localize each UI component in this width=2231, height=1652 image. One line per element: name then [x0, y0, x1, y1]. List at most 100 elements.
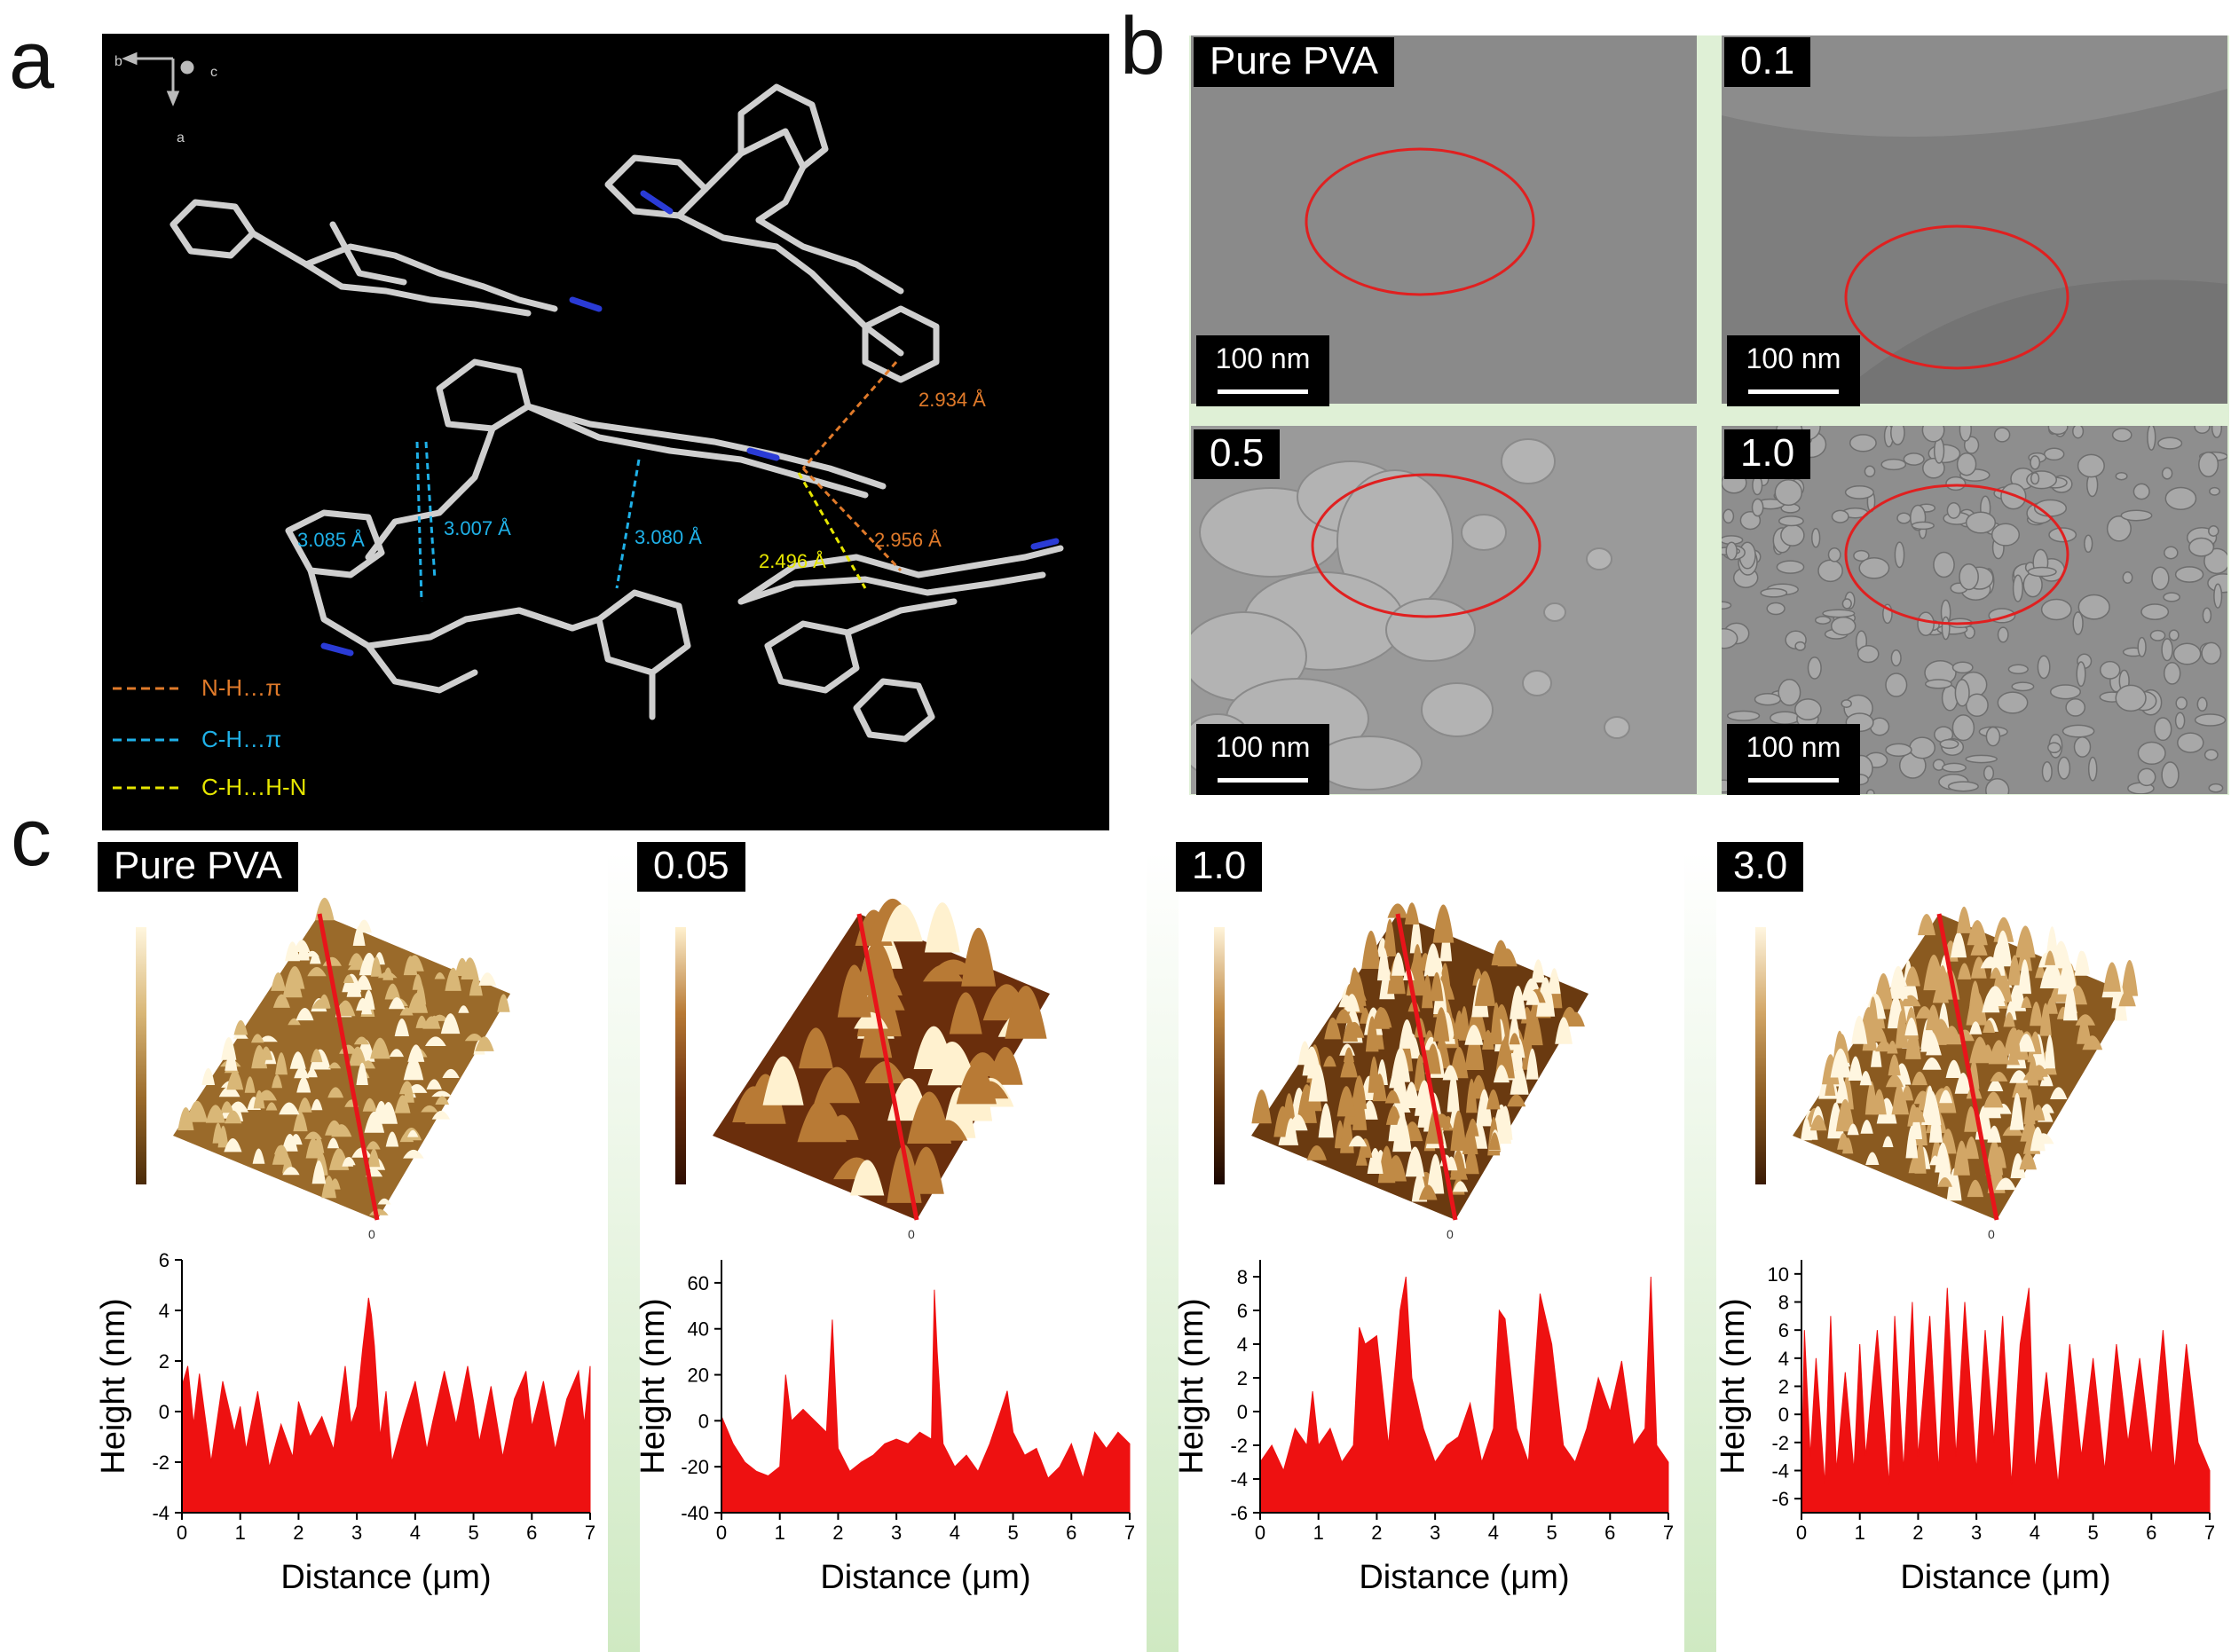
afm-peak: [1990, 1072, 2008, 1082]
droplet: [1885, 673, 1908, 697]
afm-peak: [265, 1102, 278, 1111]
droplet: [1853, 549, 1870, 562]
afm-peak: [1308, 1064, 1328, 1102]
afm-peak: [924, 902, 960, 953]
droplet: [1965, 693, 1989, 718]
afm-peak: [2057, 959, 2077, 995]
afm-peak: [2010, 1152, 2026, 1178]
afm-peak: [1318, 1103, 1334, 1138]
droplet: [1954, 679, 1970, 707]
afm-peak: [306, 1068, 318, 1078]
droplet: [1774, 479, 1803, 507]
droplet: [1794, 698, 1822, 721]
droplet: [1739, 510, 1762, 531]
crystal-structure-figure: b c a: [102, 34, 1109, 830]
afm-peak: [1872, 1089, 1887, 1115]
x-tick-label: 3: [1430, 1522, 1440, 1544]
axis-triad-icon: [122, 51, 194, 106]
profile-line: [856, 913, 919, 1221]
droplet: [2196, 696, 2208, 712]
nitrogen-atoms: [320, 190, 1060, 657]
afm-peak: [382, 967, 394, 980]
afm-peak: [426, 1079, 442, 1090]
afm-peak: [225, 1110, 242, 1124]
x-axis-label: Distance (μm): [280, 1559, 491, 1596]
droplet: [1942, 762, 1967, 773]
axis-c-label: c: [210, 65, 217, 80]
droplet: [1909, 736, 1936, 759]
distance-label: 2.934 Å: [918, 389, 986, 411]
afm-peak: [296, 1076, 311, 1093]
afm-peak: [367, 1148, 381, 1168]
afm-peak: [2102, 962, 2121, 992]
x-tick-label: 4: [950, 1522, 960, 1544]
y-tick-label: -6: [1771, 1488, 1789, 1510]
droplet: [1811, 527, 1821, 548]
droplet: [2087, 756, 2098, 782]
afm-peak: [1964, 1137, 1979, 1160]
afm-peak: [370, 1037, 390, 1059]
x-tick-label: 3: [351, 1522, 362, 1544]
droplet: [2030, 455, 2041, 470]
afm-peak: [1918, 914, 1935, 936]
afm-peak: [1987, 1125, 2002, 1143]
droplet: [2099, 660, 2121, 680]
svg-text:0: 0: [368, 1227, 375, 1241]
x-tick-label: 0: [1796, 1522, 1807, 1544]
afm-peak: [1409, 916, 1423, 954]
afm-peak: [1945, 1059, 1962, 1078]
profile-line: [1395, 913, 1458, 1221]
droplet: [2137, 741, 2166, 766]
y-axis-label: Height (nm): [1715, 1298, 1752, 1475]
afm-peak: [1525, 990, 1541, 1005]
droplet: [1921, 426, 1945, 443]
afm-peak: [1921, 1090, 1942, 1125]
afm-peak: [949, 992, 982, 1034]
droplet: [1885, 743, 1912, 757]
droplet: [2174, 712, 2186, 730]
afm-peak: [1935, 1142, 1951, 1173]
afm-peak: [1520, 1007, 1533, 1024]
afm-peak: [1418, 1184, 1438, 1200]
droplet: [1959, 426, 1972, 442]
afm-sample-tag: 0.05: [637, 842, 745, 893]
afm-peak: [282, 1167, 300, 1176]
distance-label: 2.496 Å: [759, 550, 826, 572]
afm-peak: [2051, 940, 2071, 969]
y-tick-label: 60: [688, 1272, 709, 1294]
droplet: [2072, 426, 2085, 439]
afm-peak: [403, 1057, 424, 1081]
afm-peak: [2019, 1152, 2037, 1170]
afm-peak: [227, 1101, 248, 1113]
droplet: [1817, 559, 1843, 583]
afm-peak: [1509, 1033, 1520, 1045]
afm-peak: [1848, 1056, 1863, 1081]
afm-peak: [464, 1033, 485, 1042]
afm-peak: [1942, 1026, 1962, 1045]
afm-peak: [1837, 1133, 1850, 1150]
afm-peak: [356, 997, 370, 1011]
droplet: [2120, 509, 2153, 522]
droplet: [2177, 732, 2204, 753]
afm-peak: [797, 1098, 847, 1143]
tem-tag: 0.5: [1194, 429, 1281, 480]
y-tick-label: 0: [1778, 1404, 1789, 1426]
droplet: [2203, 547, 2227, 575]
afm-peak: [407, 1129, 419, 1137]
molecular-structure-svg: b c a: [113, 51, 1064, 800]
afm-peak: [366, 1141, 381, 1150]
afm-peak: [1895, 1032, 1909, 1049]
afm-peak: [1491, 940, 1510, 966]
y-tick-label: 2: [1778, 1376, 1789, 1398]
distance-label: 2.956 Å: [874, 529, 942, 551]
droplet: [1780, 523, 1805, 547]
x-tick-label: 4: [1488, 1522, 1499, 1544]
afm-peak: [1430, 972, 1444, 1002]
afm-peak: [431, 1090, 453, 1097]
droplet: [2047, 426, 2069, 436]
droplet: [2137, 767, 2156, 787]
afm-peak: [294, 1066, 310, 1079]
droplet: [1865, 789, 1875, 794]
afm-peak: [370, 956, 382, 977]
x-tick-label: 1: [1855, 1522, 1865, 1544]
